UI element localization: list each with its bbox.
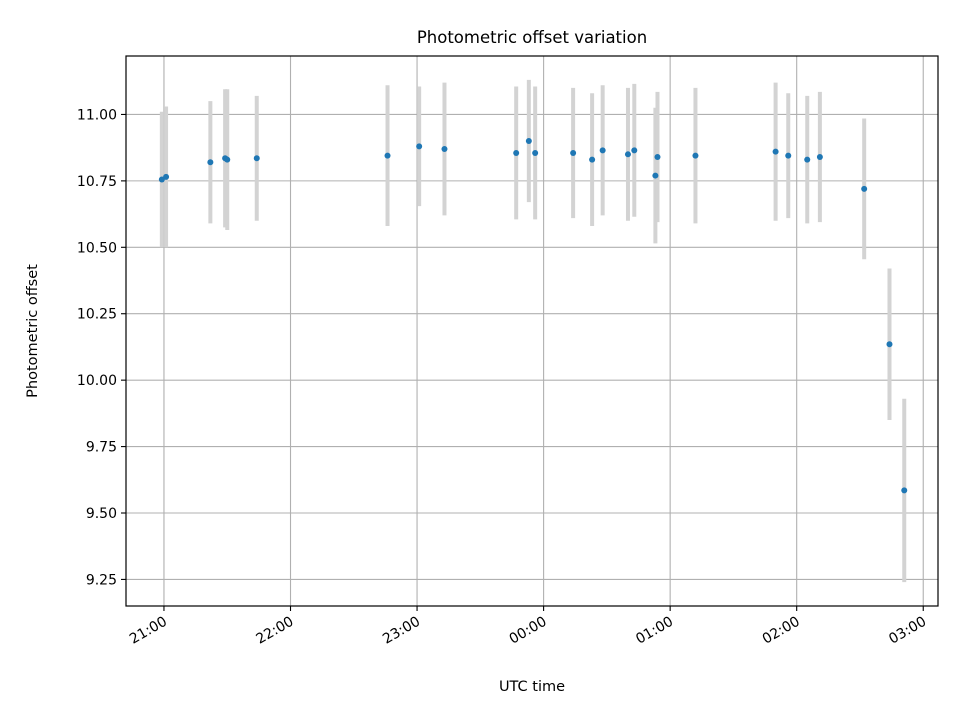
- data-point: [804, 156, 811, 163]
- data-point: [816, 153, 823, 160]
- data-point: [772, 148, 779, 155]
- data-point: [692, 152, 699, 159]
- data-point: [163, 173, 170, 180]
- data-points: [158, 138, 908, 494]
- data-point: [654, 153, 661, 160]
- y-tick-label: 10.00: [77, 373, 117, 389]
- y-tick-label: 9.75: [86, 440, 117, 456]
- chart-title: Photometric offset variation: [417, 28, 647, 47]
- x-axis-label: UTC time: [499, 679, 565, 695]
- data-point: [384, 152, 391, 159]
- y-tick-label: 9.50: [86, 506, 117, 522]
- data-point: [570, 149, 577, 156]
- y-tick-label: 11.00: [77, 107, 117, 123]
- data-point: [631, 147, 638, 154]
- plot-frame: [125, 55, 939, 607]
- data-point: [886, 341, 893, 348]
- data-point: [441, 145, 448, 152]
- data-point: [589, 156, 596, 163]
- y-axis-label: Photometric offset: [25, 264, 41, 398]
- data-point: [253, 155, 260, 162]
- y-tick-label: 10.50: [77, 240, 117, 256]
- data-point: [416, 143, 423, 150]
- data-point: [652, 172, 659, 179]
- data-point: [224, 156, 231, 163]
- data-point: [532, 149, 539, 156]
- data-point: [624, 151, 631, 158]
- y-tick-label: 9.25: [86, 572, 117, 588]
- data-point: [525, 138, 532, 145]
- data-point: [513, 149, 520, 156]
- y-tick-label: 10.75: [77, 174, 117, 190]
- y-tick-label: 10.25: [77, 307, 117, 323]
- data-point: [785, 152, 792, 159]
- data-point: [901, 487, 908, 494]
- data-point: [207, 159, 214, 166]
- data-point: [599, 147, 606, 154]
- data-point: [861, 185, 868, 192]
